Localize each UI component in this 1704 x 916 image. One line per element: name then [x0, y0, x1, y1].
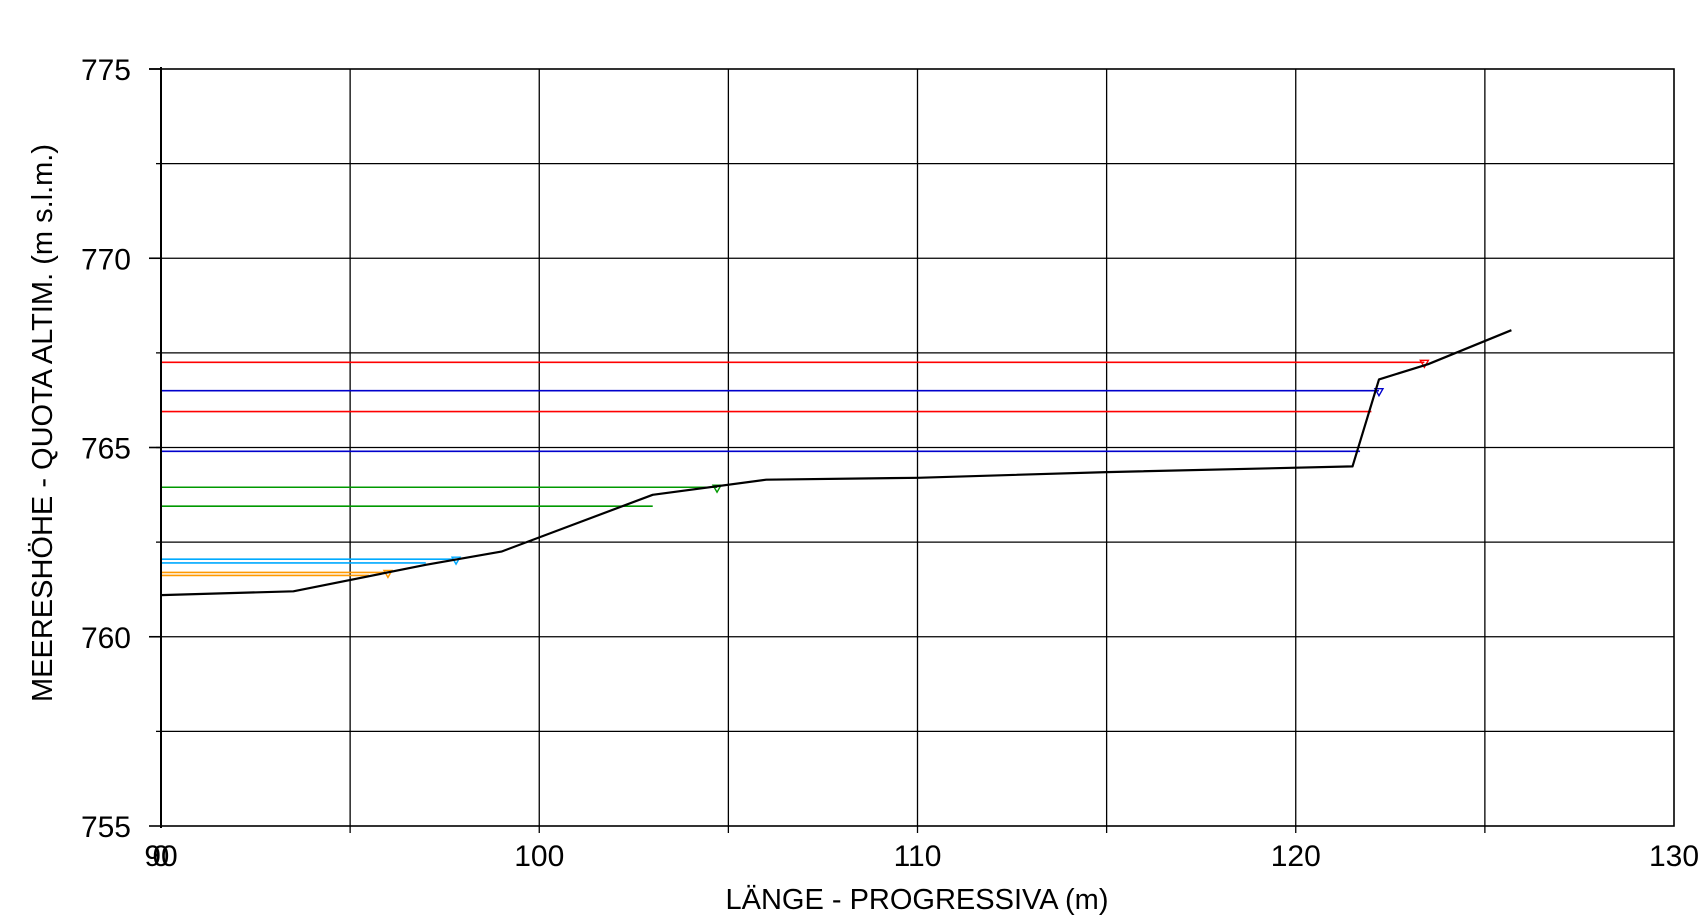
water-level-lines — [161, 359, 1430, 579]
water-level-marker — [1373, 388, 1385, 398]
x-tick-label: 110 — [894, 840, 942, 873]
x-tick-label: 120 — [1271, 840, 1321, 873]
x-tick-label: 0 — [153, 840, 170, 873]
y-tick-label: 765 — [81, 433, 131, 466]
grid — [156, 69, 1674, 833]
water-level-marker — [382, 569, 394, 579]
y-axis-title: MEERESHÖHE - QUOTA ALTIM. (m s.l.m.) — [27, 144, 59, 702]
x-tick-label: 130 — [1649, 840, 1699, 873]
terrain-profile-line — [160, 329, 1512, 597]
terrain-profile — [160, 329, 1512, 597]
y-tick-label: 770 — [81, 243, 131, 276]
x-tick-label: 90 — [144, 840, 177, 873]
tick-labels: 900 100 110 120 130 755 760 765 770 775 — [81, 54, 1699, 873]
y-tick-label: 775 — [81, 54, 131, 87]
x-axis-title: LÄNGE - PROGRESSIVA (m) — [726, 884, 1109, 916]
x-tick-label: 100 — [514, 840, 564, 873]
plot-frame — [149, 67, 1675, 828]
y-tick-label: 760 — [81, 622, 131, 655]
y-tick-label: 755 — [81, 811, 131, 844]
